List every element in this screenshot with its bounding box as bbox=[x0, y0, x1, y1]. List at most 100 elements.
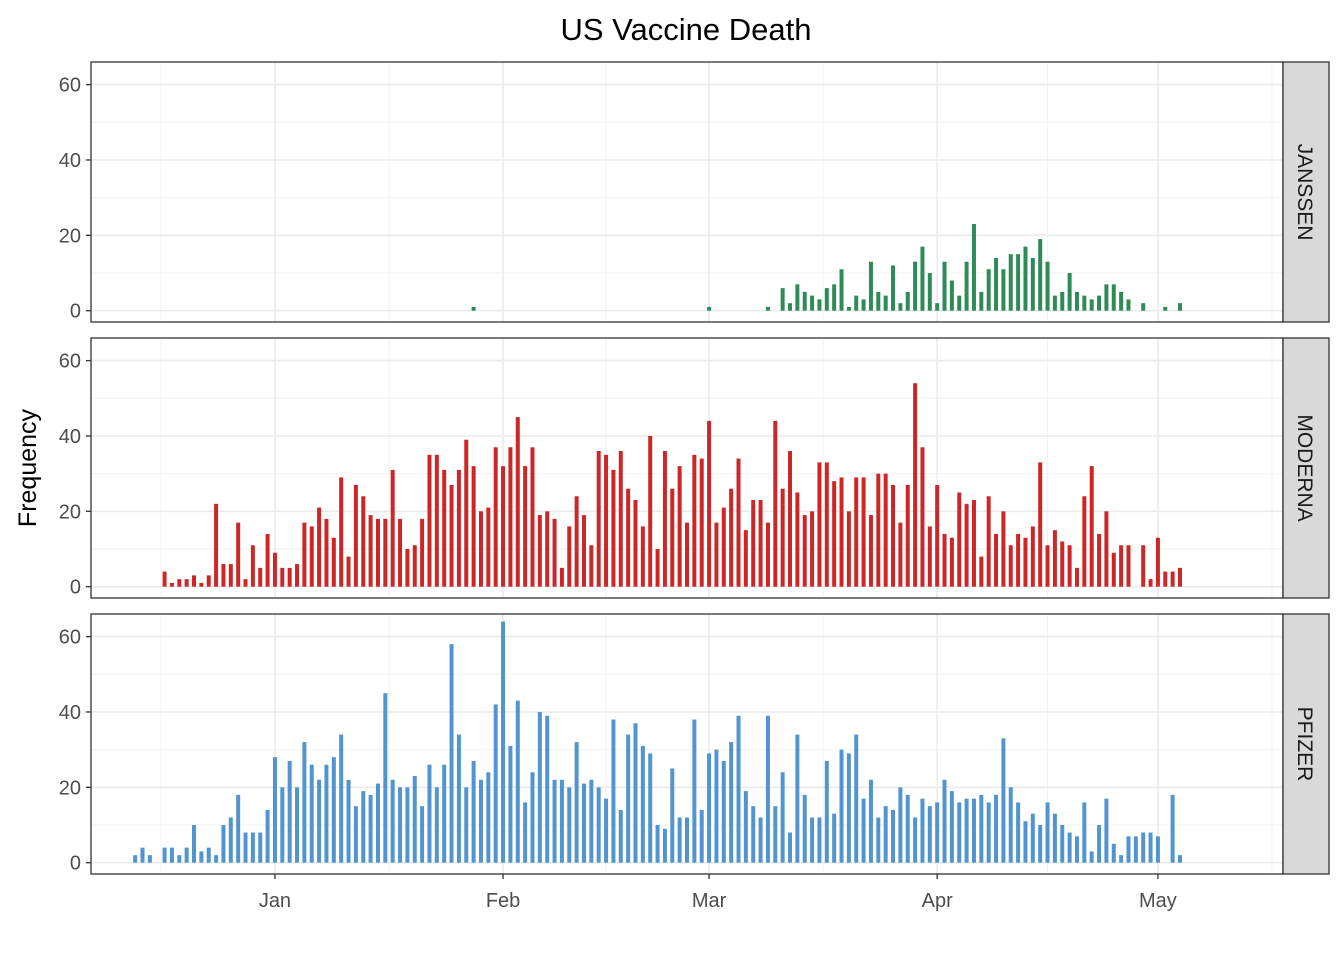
bar bbox=[214, 503, 219, 587]
facet-panels: 0 20 40 60 JANSSEN 0 20 40 60 MODERNA 0 20 40 60 PFIZE… bbox=[59, 61, 1330, 875]
bar bbox=[324, 764, 329, 863]
bar bbox=[456, 469, 461, 587]
bar bbox=[1045, 802, 1050, 863]
bar bbox=[1074, 291, 1079, 311]
bar bbox=[353, 806, 358, 863]
bar bbox=[375, 783, 380, 863]
bar bbox=[1126, 836, 1131, 863]
bar bbox=[1074, 836, 1079, 863]
bar bbox=[979, 794, 984, 863]
bar bbox=[935, 303, 940, 311]
bar bbox=[162, 847, 167, 863]
bar bbox=[537, 515, 542, 587]
bar bbox=[1104, 511, 1109, 587]
bar bbox=[994, 794, 999, 863]
bar bbox=[795, 734, 800, 863]
bar bbox=[780, 288, 785, 311]
bar bbox=[1030, 526, 1035, 587]
bar bbox=[795, 284, 800, 311]
bar bbox=[236, 794, 241, 863]
bar bbox=[927, 526, 932, 587]
bar bbox=[802, 291, 807, 311]
bar bbox=[699, 458, 704, 587]
bar bbox=[913, 383, 918, 587]
bar bbox=[979, 291, 984, 311]
bar bbox=[309, 764, 314, 863]
bar bbox=[567, 787, 572, 863]
bar bbox=[1052, 295, 1057, 311]
bar bbox=[640, 526, 645, 587]
bar bbox=[287, 567, 292, 587]
bar bbox=[743, 530, 748, 587]
bar bbox=[559, 779, 564, 863]
bars-pfizer bbox=[133, 621, 1182, 863]
bar bbox=[979, 556, 984, 587]
bar bbox=[177, 579, 182, 587]
bar bbox=[1177, 303, 1182, 311]
bar bbox=[309, 526, 314, 587]
bar bbox=[898, 303, 903, 311]
bar bbox=[817, 462, 822, 587]
bar bbox=[1119, 855, 1124, 863]
bar bbox=[1089, 466, 1094, 587]
bar bbox=[486, 507, 491, 587]
bar bbox=[905, 794, 910, 863]
bar bbox=[773, 420, 778, 587]
bar bbox=[442, 764, 447, 863]
bar bbox=[339, 477, 344, 587]
bar bbox=[228, 817, 233, 863]
bar bbox=[1119, 545, 1124, 587]
bar bbox=[662, 451, 667, 587]
bar bbox=[714, 522, 719, 587]
facet-strip-label: MODERNA bbox=[1293, 414, 1316, 521]
bar bbox=[1023, 537, 1028, 587]
bar bbox=[177, 855, 182, 863]
bar bbox=[927, 273, 932, 311]
bar bbox=[1001, 511, 1006, 587]
bar bbox=[398, 518, 403, 587]
bar bbox=[765, 715, 770, 863]
bar bbox=[265, 533, 270, 587]
bar bbox=[368, 515, 373, 587]
bar bbox=[192, 825, 197, 863]
bar bbox=[169, 582, 174, 587]
bar bbox=[736, 715, 741, 863]
bar bbox=[795, 492, 800, 587]
bar bbox=[221, 564, 226, 587]
bar bbox=[272, 552, 277, 587]
bar bbox=[1001, 738, 1006, 863]
bar bbox=[839, 477, 844, 587]
bar bbox=[883, 473, 888, 587]
bar bbox=[832, 481, 837, 587]
bar bbox=[390, 779, 395, 863]
bar bbox=[1008, 254, 1013, 311]
bar bbox=[788, 303, 793, 311]
bar bbox=[258, 567, 263, 587]
bar bbox=[1082, 295, 1087, 311]
bar bbox=[390, 469, 395, 587]
bar bbox=[846, 306, 851, 311]
bar bbox=[515, 700, 520, 863]
bar bbox=[707, 420, 712, 587]
bar bbox=[1008, 787, 1013, 863]
bar bbox=[243, 832, 248, 863]
bar bbox=[670, 768, 675, 863]
bar bbox=[199, 582, 204, 587]
bar bbox=[604, 798, 609, 863]
bar bbox=[1126, 545, 1131, 587]
y-tick-label: 20 bbox=[59, 501, 81, 523]
bar bbox=[868, 261, 873, 311]
bar bbox=[788, 832, 793, 863]
bar bbox=[552, 779, 557, 863]
bar bbox=[994, 257, 999, 311]
bar bbox=[971, 798, 976, 863]
x-tick-label: May bbox=[1139, 890, 1177, 912]
bar bbox=[552, 518, 557, 587]
bar bbox=[236, 522, 241, 587]
bar bbox=[648, 753, 653, 863]
bar bbox=[964, 798, 969, 863]
bar bbox=[898, 522, 903, 587]
bar bbox=[891, 484, 896, 587]
bar bbox=[802, 515, 807, 587]
bar bbox=[846, 511, 851, 587]
